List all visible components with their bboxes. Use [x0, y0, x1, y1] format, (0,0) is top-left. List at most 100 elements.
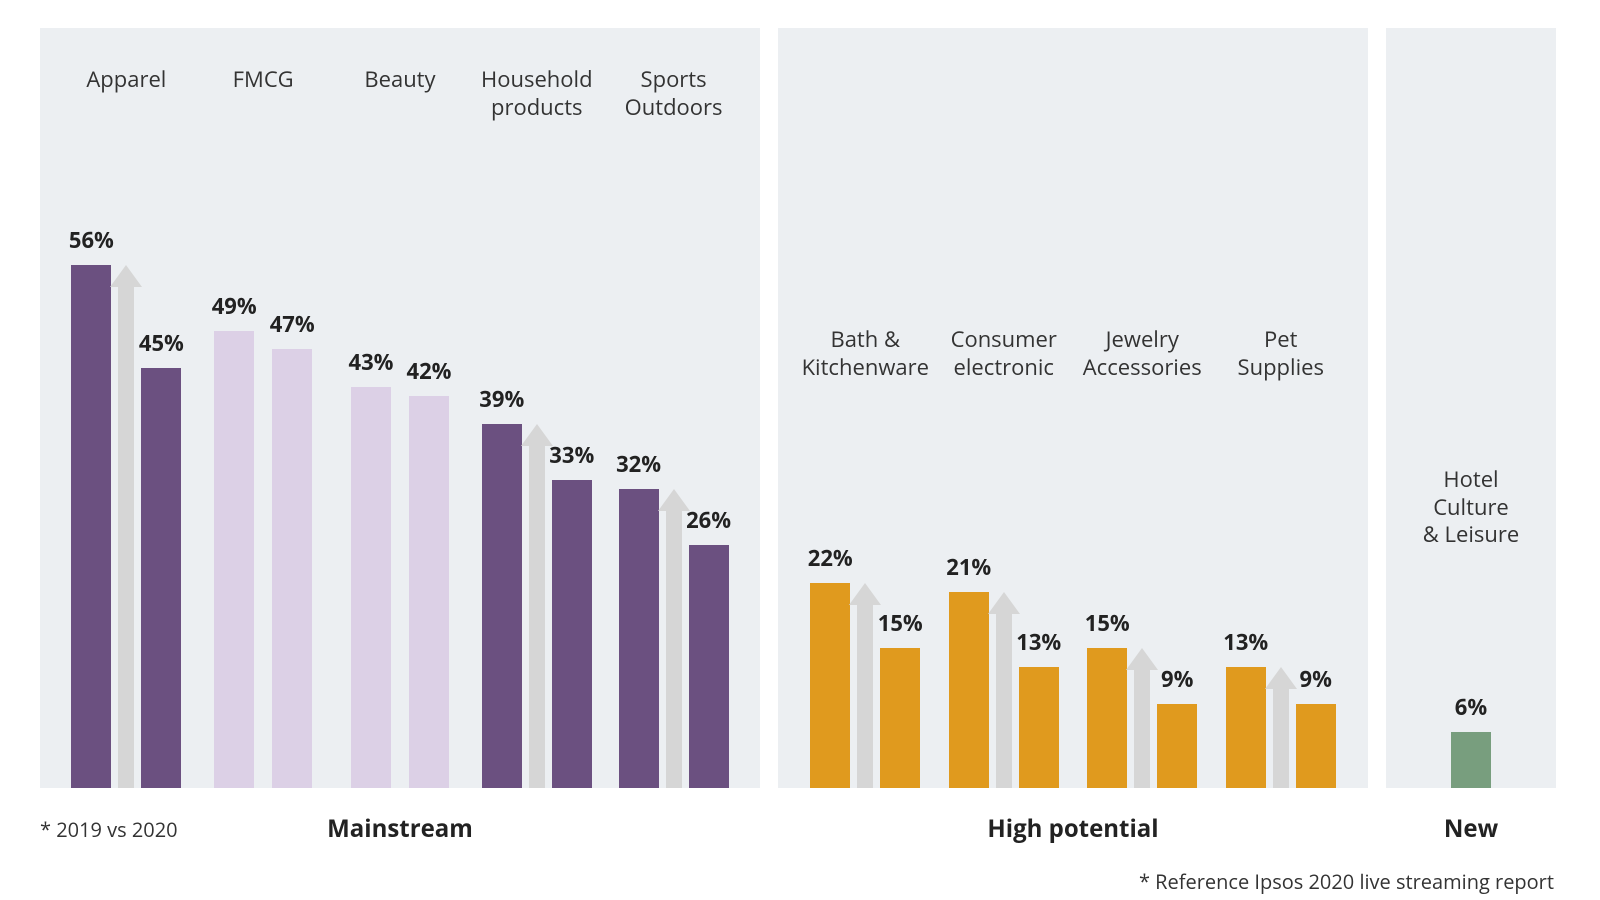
categories: Hotel Culture & Leisure6%: [1386, 66, 1556, 788]
bar-wrap: 9%: [1157, 66, 1197, 788]
category: FMCG49%47%: [195, 66, 332, 788]
bars: 6%: [1404, 66, 1538, 788]
bar-wrap: 32%: [619, 66, 659, 788]
bar-wrap: 33%: [552, 66, 592, 788]
category: Hotel Culture & Leisure6%: [1404, 66, 1538, 788]
category-label: Pet Supplies: [1184, 326, 1378, 381]
panel-high-potential: Bath & Kitchenware22%15%Consumer electro…: [778, 28, 1368, 788]
categories: Bath & Kitchenware22%15%Consumer electro…: [778, 66, 1368, 788]
section-labels-row: * 2019 vs 2020 MainstreamHigh potentialN…: [40, 812, 1560, 846]
bar: 43%: [351, 387, 391, 788]
bar-wrap: 6%: [1451, 66, 1491, 788]
arrow-up-icon: [852, 583, 878, 788]
section-label-mainstream: Mainstream: [327, 812, 473, 845]
reference-note: * Reference Ipsos 2020 live streaming re…: [40, 868, 1560, 895]
bar-wrap: 39%: [482, 66, 522, 788]
chart-container: Apparel56%45%FMCG49%47%Beauty43%42%House…: [0, 0, 1600, 900]
category: Jewelry Accessories15%9%: [1073, 66, 1212, 788]
arrow-shaft: [118, 287, 134, 788]
trend-arrow: [661, 66, 687, 788]
arrow-up-icon: [1268, 667, 1294, 788]
arrow-up-icon: [524, 424, 550, 788]
bar: 32%: [619, 489, 659, 788]
arrow-shaft: [1273, 689, 1289, 788]
category: Sports Outdoors32%26%: [605, 66, 742, 788]
arrow-shaft: [666, 511, 682, 788]
bar-wrap: 49%: [214, 66, 254, 788]
bar: 15%: [1087, 648, 1127, 788]
category: Household products39%33%: [468, 66, 605, 788]
bars: 32% 26%: [605, 66, 742, 788]
bar-wrap: 15%: [880, 66, 920, 788]
category: Pet Supplies13%9%: [1212, 66, 1351, 788]
bar-wrap: 26%: [689, 66, 729, 788]
bar: 26%: [689, 545, 729, 788]
category-label: Sports Outdoors: [578, 66, 770, 121]
bar-value-label: 33%: [549, 440, 594, 470]
bar-wrap: 47%: [272, 66, 312, 788]
bar-wrap: 43%: [351, 66, 391, 788]
arrow-head: [1265, 667, 1297, 689]
section-label-high-potential: High potential: [987, 812, 1158, 845]
bar: 21%: [949, 592, 989, 788]
bar-wrap: 9%: [1296, 66, 1336, 788]
bar: 39%: [482, 424, 522, 788]
bar-value-label: 56%: [69, 225, 114, 255]
arrow-shaft: [529, 446, 545, 788]
arrow-head: [658, 489, 690, 511]
bar: 47%: [272, 349, 312, 788]
bar: 13%: [1226, 667, 1266, 788]
bar-wrap: 22%: [810, 66, 850, 788]
bar-wrap: 21%: [949, 66, 989, 788]
trend-arrow: [524, 66, 550, 788]
bar-value-label: 42%: [406, 356, 451, 386]
panel-floor: [40, 786, 760, 788]
categories: Apparel56%45%FMCG49%47%Beauty43%42%House…: [40, 66, 760, 788]
trend-arrow: [1268, 66, 1294, 788]
bar-value-label: 6%: [1455, 692, 1487, 722]
panels-row: Apparel56%45%FMCG49%47%Beauty43%42%House…: [40, 28, 1560, 788]
trend-arrow: [1129, 66, 1155, 788]
category: Bath & Kitchenware22%15%: [796, 66, 935, 788]
bar: 22%: [810, 583, 850, 788]
bar: 33%: [552, 480, 592, 788]
bar-value-label: 32%: [616, 449, 661, 479]
bars: 56% 45%: [58, 66, 195, 788]
bar-value-label: 49%: [212, 291, 257, 321]
panel-floor: [778, 786, 1368, 788]
arrow-head: [110, 265, 142, 287]
bar: 49%: [214, 331, 254, 788]
bar: 6%: [1451, 732, 1491, 788]
bars: 49% 47%: [195, 66, 332, 788]
arrow-shaft: [857, 605, 873, 788]
bar-value-label: 47%: [270, 309, 315, 339]
category: Consumer electronic21%13%: [935, 66, 1074, 788]
bar-wrap: 13%: [1226, 66, 1266, 788]
arrow-head: [988, 592, 1020, 614]
bar-value-label: 15%: [878, 608, 923, 638]
bars: 43% 42%: [332, 66, 469, 788]
arrow-shaft: [996, 614, 1012, 788]
panel-new: Hotel Culture & Leisure6%: [1386, 28, 1556, 788]
bars: 13% 9%: [1212, 66, 1351, 788]
bar-value-label: 21%: [946, 552, 991, 582]
bar: 13%: [1019, 667, 1059, 788]
panel-mainstream: Apparel56%45%FMCG49%47%Beauty43%42%House…: [40, 28, 760, 788]
trend-arrow: [852, 66, 878, 788]
arrow-up-icon: [991, 592, 1017, 788]
bar-wrap: 13%: [1019, 66, 1059, 788]
bar-wrap: 15%: [1087, 66, 1127, 788]
bar: 56%: [71, 265, 111, 788]
panel-floor: [1386, 786, 1556, 788]
bars: 22% 15%: [796, 66, 935, 788]
bar-value-label: 9%: [1161, 664, 1193, 694]
bar-value-label: 43%: [348, 347, 393, 377]
bar-value-label: 26%: [686, 505, 731, 535]
bar-wrap: 42%: [409, 66, 449, 788]
arrow-up-icon: [1129, 648, 1155, 788]
arrow-up-icon: [661, 489, 687, 788]
bar-value-label: 15%: [1085, 608, 1130, 638]
footnote-left: * 2019 vs 2020: [40, 816, 178, 843]
bar: 42%: [409, 396, 449, 788]
bar: 45%: [141, 368, 181, 788]
